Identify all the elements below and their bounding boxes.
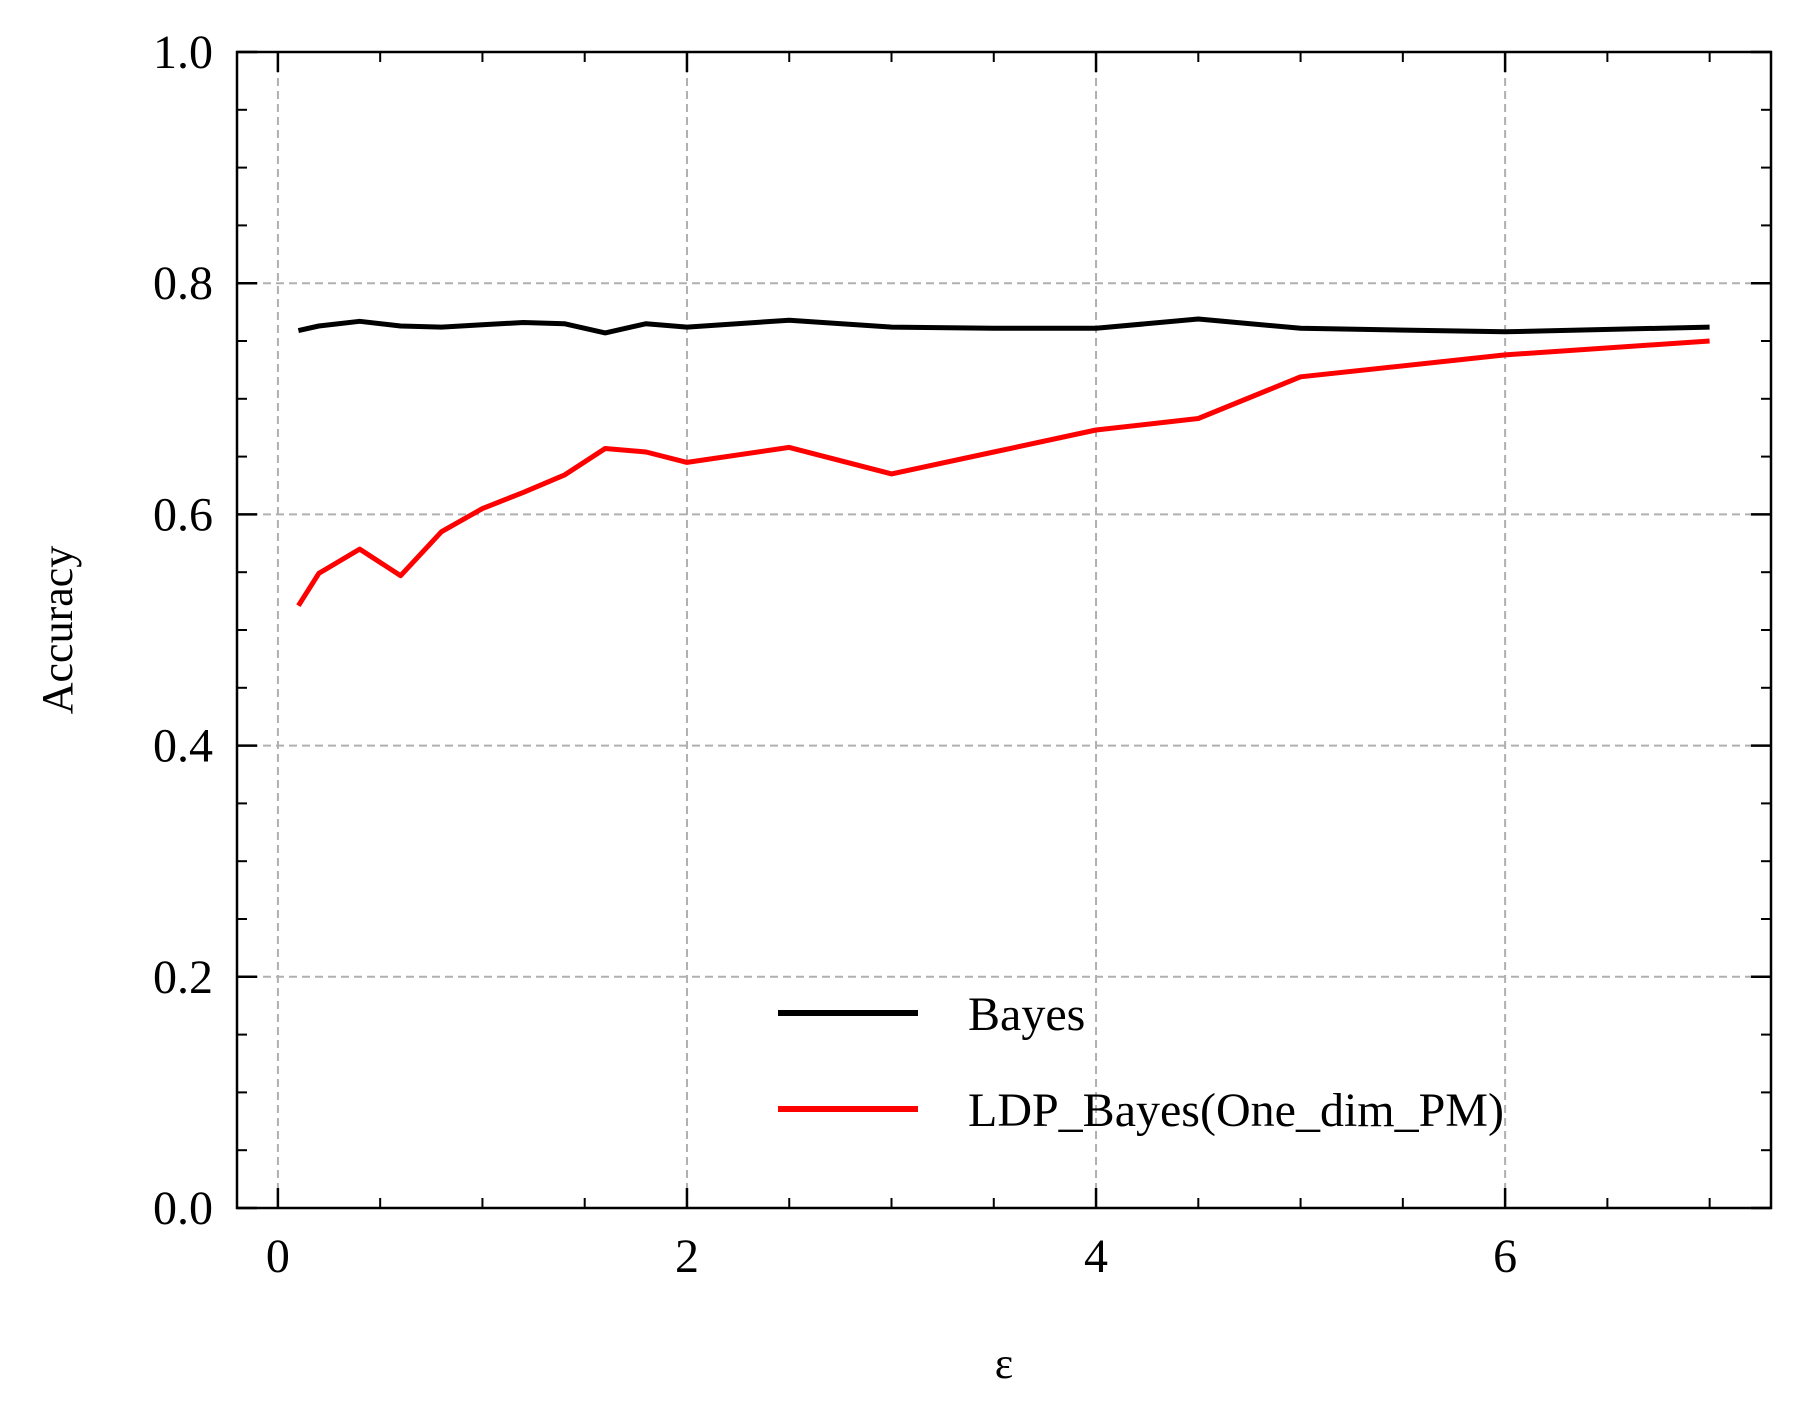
y-tick-labels: 0.0 0.2 0.4 0.6 0.8 1.0 (153, 26, 213, 1235)
series-line-bayes (297, 316, 1710, 336)
x-tick-label: 2 (675, 1230, 699, 1283)
legend-label-bayes: Bayes (968, 988, 1085, 1041)
legend: Bayes LDP_Bayes(One_dim_PM) (778, 988, 1504, 1137)
x-tick-label: 0 (266, 1230, 290, 1283)
y-axis-label: Accuracy (33, 546, 82, 715)
y-tick-label: 0.6 (153, 488, 213, 541)
series-line-ldp-bayes (296, 338, 1710, 608)
y-tick-label: 1.0 (153, 26, 213, 79)
legend-label-ldp-bayes: LDP_Bayes(One_dim_PM) (968, 1084, 1504, 1137)
series-lines (296, 316, 1710, 608)
y-tick-label: 0.8 (153, 257, 213, 310)
grid-lines (237, 52, 1771, 1208)
x-axis-label: ε (995, 1339, 1013, 1388)
axis-ticks (237, 50, 1771, 1210)
x-tick-label: 4 (1084, 1230, 1108, 1283)
x-tick-label: 6 (1493, 1230, 1517, 1283)
y-tick-label: 0.0 (153, 1182, 213, 1235)
x-tick-labels: 0 2 4 6 (266, 1230, 1517, 1283)
y-tick-label: 0.4 (153, 720, 213, 773)
y-tick-label: 0.2 (153, 951, 213, 1004)
